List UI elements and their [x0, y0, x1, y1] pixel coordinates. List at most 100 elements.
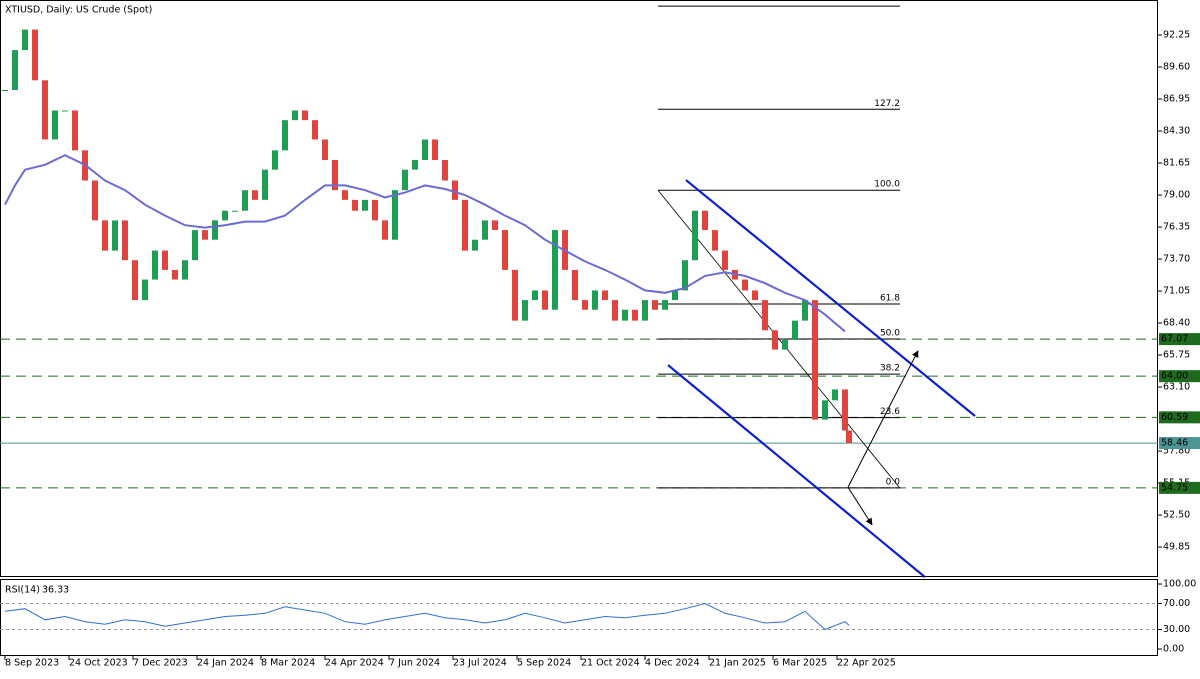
candle [292, 110, 298, 121]
rsi-value: 36.33 [42, 585, 69, 596]
candle [72, 110, 78, 151]
candle [282, 120, 288, 151]
candle [152, 250, 158, 280]
y-tick-label: 92.25 [1163, 30, 1190, 41]
candle [542, 290, 548, 310]
candle [652, 300, 658, 310]
candle [162, 250, 168, 270]
candle [472, 239, 478, 251]
y-tick-label: 65.75 [1163, 350, 1190, 361]
candle [602, 290, 608, 301]
x-tick-label: 7 Jun 2024 [389, 658, 440, 669]
candle [592, 290, 598, 310]
candle [662, 300, 668, 310]
x-tick-label: 7 Dec 2023 [133, 658, 188, 669]
rsi-label: RSI(14) [5, 585, 40, 596]
candle [232, 210, 238, 212]
fib-label: 61.8 [880, 293, 900, 303]
candle [222, 210, 228, 221]
candle [22, 29, 28, 51]
fib-label: 0.0 [886, 477, 901, 487]
candle [582, 300, 588, 310]
arrow [847, 350, 919, 488]
candle [442, 160, 448, 181]
candle [752, 290, 758, 301]
x-tick-label: 22 Apr 2025 [837, 658, 896, 669]
candle [182, 260, 188, 280]
candle [622, 309, 628, 321]
fib-label: 100.0 [874, 180, 900, 190]
candle [302, 110, 308, 121]
price-panel [0, 0, 1158, 577]
candle [612, 300, 618, 321]
y-tick-label: 73.70 [1163, 254, 1190, 265]
x-tick-label: 21 Oct 2024 [581, 658, 640, 669]
moving-average [4, 154, 846, 333]
candle [2, 89, 8, 91]
y-tick-label: 84.30 [1163, 126, 1190, 137]
candle [702, 210, 708, 231]
candle [422, 139, 428, 161]
candle [792, 320, 798, 340]
y-tick-label: 57.80 [1163, 446, 1190, 457]
x-tick-label: 4 Dec 2024 [645, 658, 700, 669]
candle [92, 180, 98, 221]
candle [572, 269, 578, 301]
candle [402, 169, 408, 191]
candle [332, 160, 338, 191]
candle [242, 190, 248, 211]
fib-label: 23.6 [880, 407, 900, 417]
candle [812, 300, 818, 420]
x-tick-label: 6 Mar 2025 [773, 658, 827, 669]
y-tick-label: 76.35 [1163, 222, 1190, 233]
candle [822, 400, 828, 420]
candle [522, 300, 528, 321]
candle [512, 269, 518, 321]
candle [802, 300, 808, 321]
candle [142, 279, 148, 301]
candle [712, 230, 718, 251]
candle [722, 250, 728, 270]
candle [642, 300, 648, 321]
price-level-tag [1159, 333, 1200, 346]
candle [262, 169, 268, 200]
price-level-tag [1159, 370, 1200, 383]
arrow [847, 487, 873, 526]
candle [62, 110, 68, 112]
candle [202, 230, 208, 240]
fib-label: 127.2 [874, 99, 900, 109]
candle [122, 220, 128, 261]
candle [352, 199, 358, 211]
y-tick-label: 49.85 [1163, 542, 1190, 553]
candle [382, 220, 388, 240]
candle [552, 230, 558, 310]
candle [362, 199, 368, 211]
x-tick-label: 5 Sep 2024 [517, 658, 571, 669]
candle [372, 199, 378, 221]
candle [412, 160, 418, 170]
candle [12, 50, 18, 90]
fib-label: 38.2 [880, 364, 900, 374]
candle [112, 220, 118, 251]
candle [452, 180, 458, 200]
candle [492, 220, 498, 231]
candle [172, 269, 178, 280]
candle [102, 220, 108, 251]
chart-title: XTIUSD, Daily: US Crude (Spot) [5, 5, 152, 16]
y-tick-label: 89.60 [1163, 62, 1190, 73]
candle [272, 150, 278, 170]
candle [846, 430, 852, 444]
rsi-tick-label: 70.00 [1163, 598, 1190, 609]
x-tick-label: 24 Oct 2023 [69, 658, 128, 669]
candle [342, 190, 348, 200]
x-tick-label: 24 Jan 2024 [197, 658, 254, 669]
candle [832, 389, 838, 401]
rsi-tick-label: 100.00 [1163, 579, 1196, 590]
candle [252, 190, 258, 200]
candle [212, 220, 218, 240]
price-level-label: 64.00 [1161, 371, 1188, 382]
candle [762, 300, 768, 331]
channel-line [685, 179, 976, 417]
